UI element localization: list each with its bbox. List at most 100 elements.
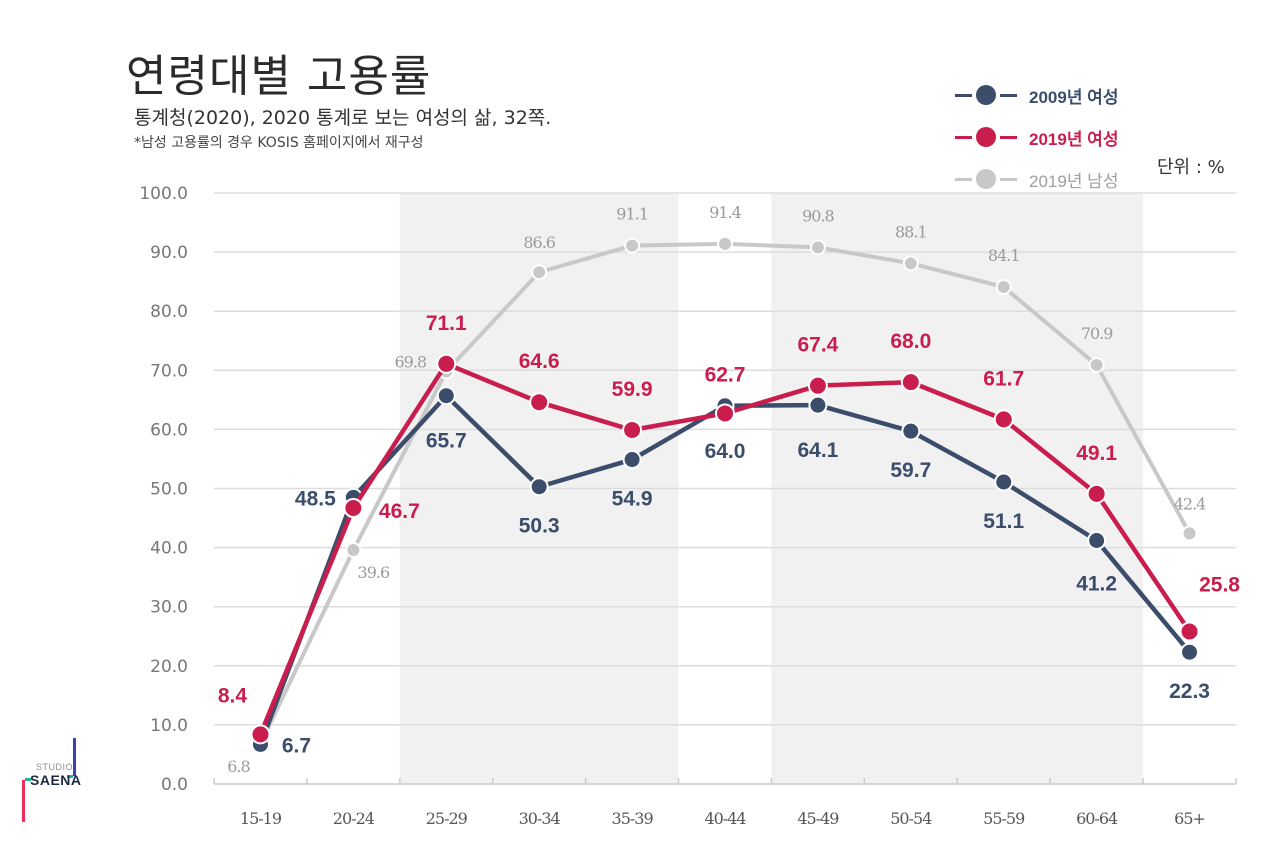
legend-item-women-2009: 2009년 여성 [955,74,1118,116]
data-point [717,235,733,252]
data-label: 71.1 [426,312,467,335]
y-tick-label: 60.0 [150,420,188,440]
data-point [808,395,828,415]
x-tick-label: 25-29 [426,809,468,828]
y-tick-label: 30.0 [150,598,188,618]
data-label: 8.4 [218,684,248,707]
data-label: 70.9 [1081,324,1113,343]
chart-title: 연령대별 고용률 [126,51,432,102]
legend-marker-icon [955,168,1017,190]
data-label: 64.6 [519,350,560,373]
x-tick-label: 30-34 [519,809,561,828]
data-point [902,255,919,272]
legend-item-women-2019: 2019년 여성 [955,116,1118,158]
data-point [622,419,643,440]
data-point [994,472,1014,492]
data-label: 61.7 [983,367,1024,390]
unit-label: 단위 : % [1157,157,1225,178]
x-tick-label: 65+ [1174,809,1205,828]
x-tick-label: 20-24 [333,809,375,828]
data-point [529,477,549,497]
data-label: 62.7 [705,363,746,386]
y-tick-label: 80.0 [150,302,188,322]
y-tick-label: 20.0 [150,657,188,677]
data-point [995,278,1012,295]
data-point [1180,642,1200,662]
y-tick-label: 50.0 [150,480,188,500]
x-tick-label: 40-44 [704,809,746,828]
data-label: 65.7 [426,430,467,453]
data-label: 88.1 [895,222,927,241]
x-tick-label: 60-64 [1076,809,1118,828]
legend-label: 2009년 여성 [1029,87,1119,107]
data-point [624,237,641,254]
data-label: 90.8 [802,206,834,225]
data-label: 68.0 [890,330,931,353]
legend-label: 2019년 여성 [1029,129,1119,149]
data-label: 64.1 [797,439,838,462]
x-axis [213,778,1237,785]
series-layer [250,235,1200,754]
data-label: 59.7 [890,459,931,482]
data-label: 6.7 [282,734,311,757]
y-tick-label: 40.0 [150,539,188,559]
y-axis-ticks: 0.0 10.0 20.0 30.0 40.0 50.0 60.0 70.0 80.0 90.0 1… [139,184,188,795]
x-tick-label: 45-49 [797,809,839,828]
y-tick-label: 90.0 [150,243,188,263]
data-label: 54.9 [612,488,653,511]
y-tick-label: 0.0 [161,775,188,795]
data-point [343,498,364,519]
series-2019년 여성 [250,353,1200,745]
data-point [715,403,735,424]
data-label: 86.6 [523,233,555,252]
data-label: 41.2 [1076,573,1117,596]
data-label: 48.5 [295,487,336,510]
data-label: 22.3 [1169,680,1210,703]
data-point [993,409,1014,430]
data-point [529,392,550,413]
data-point [250,724,271,745]
data-point [1181,525,1198,542]
data-point [1086,483,1107,504]
data-label: 59.9 [612,378,653,401]
y-tick-label: 100.0 [139,184,188,204]
data-label: 46.7 [379,500,420,523]
data-label: 42.4 [1174,494,1206,513]
x-tick-label: 55-59 [983,809,1025,828]
data-label: 91.4 [709,203,741,222]
data-point [531,264,548,281]
logo-text-top: STUDIO [36,762,74,772]
data-label: 69.8 [394,352,426,371]
data-label: 51.1 [983,510,1024,533]
chart-note: *남성 고용률의 경우 KOSIS 홈페이지에서 재구성 [134,135,424,151]
legend-marker-icon [955,84,1017,106]
data-point [901,421,921,441]
data-point [809,239,826,256]
data-point [345,541,362,558]
data-label: 91.1 [616,205,648,224]
data-label: 39.6 [358,563,390,582]
x-tick-label: 50-54 [890,809,932,828]
data-label: 25.8 [1199,574,1240,597]
y-tick-label: 10.0 [150,716,188,736]
data-point [436,353,457,374]
data-point [1087,531,1107,551]
data-point [900,372,921,393]
studio-saena-logo: STUDIO SAENA [20,738,82,838]
data-label: 50.3 [519,515,560,538]
data-point [1088,356,1105,373]
legend: 2009년 여성 2019년 여성 2019년 남성 [955,74,1118,200]
data-point [436,386,456,406]
logo-text-bottom: SAENA [30,772,82,788]
legend-marker-icon [955,126,1017,148]
data-point [622,450,642,470]
chart-source: 통계청(2020), 2020 통계로 보는 여성의 삶, 32쪽. [134,107,552,129]
legend-item-men-2019: 2019년 남성 [955,158,1118,200]
legend-label: 2019년 남성 [1029,171,1119,191]
data-point [807,375,828,396]
data-point [1179,621,1200,642]
x-tick-label: 15-19 [240,809,282,828]
data-label: 64.0 [705,440,746,463]
data-label: 49.1 [1076,442,1117,465]
